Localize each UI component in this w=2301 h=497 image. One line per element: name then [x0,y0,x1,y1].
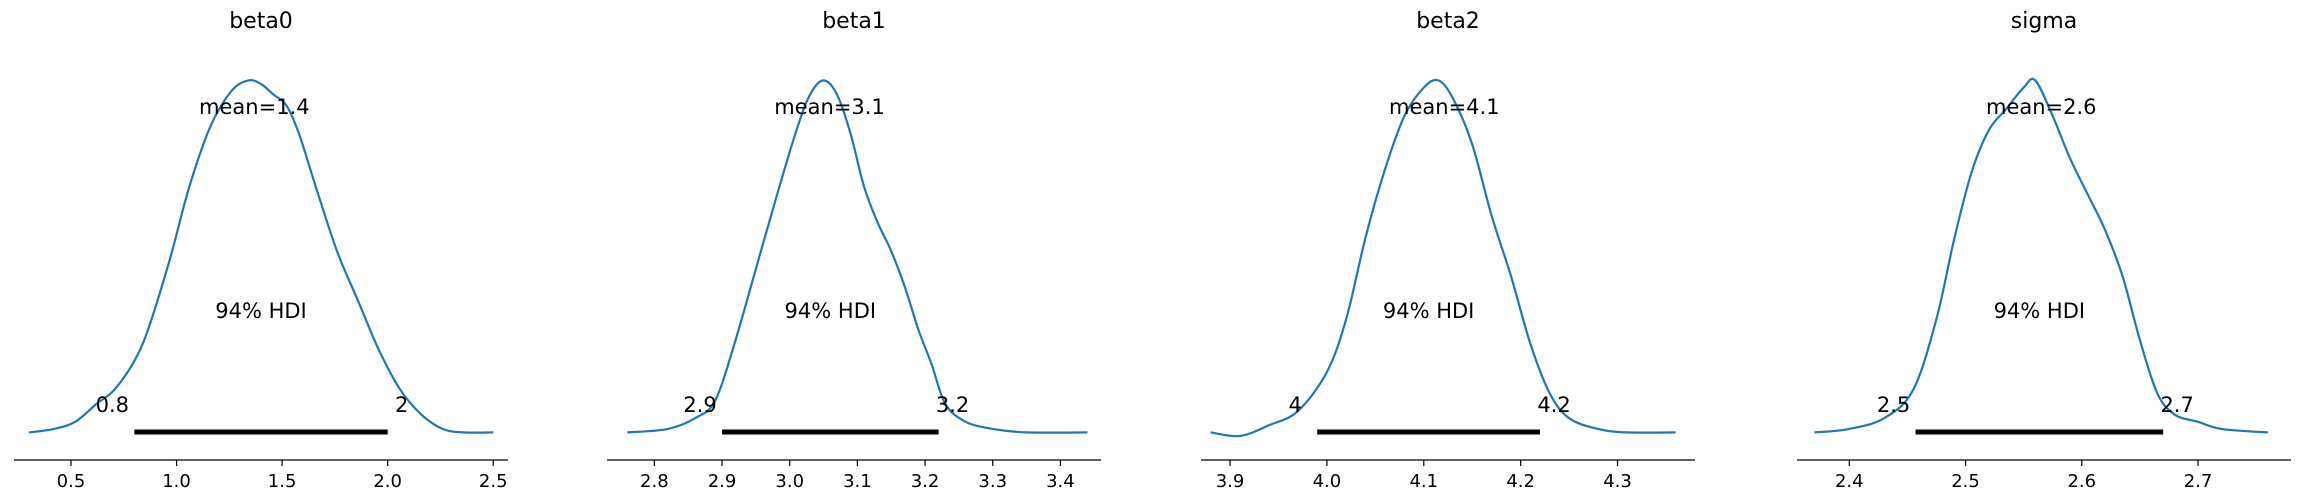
hdi-upper-label: 3.2 [936,393,969,417]
x-tick-label: 2.5 [1951,471,1980,492]
x-tick-label: 0.5 [57,471,86,492]
x-tick-label: 4.0 [1313,471,1342,492]
x-tick-label: 2.6 [2067,471,2096,492]
hdi-label: 94% HDI [785,299,877,323]
hdi-upper-label: 2 [395,393,408,417]
x-tick-label: 3.4 [1046,471,1075,492]
panel-beta2: beta2 mean=4.1 94% HDI 4 4.2 3.9 4.0 4.1 4.2 4.3 [1201,9,1695,492]
density-line [28,79,494,434]
hdi-lower-label: 2.9 [683,393,716,417]
mean-label: mean=2.6 [1986,95,2097,119]
x-tick-label: 3.9 [1216,471,1245,492]
x-tick-label: 1.5 [268,471,297,492]
density-line [1210,78,1676,438]
x-tick-label: 3.1 [843,471,872,492]
hdi-upper-label: 2.7 [2160,393,2193,417]
x-tick-label: 4.1 [1409,471,1438,492]
x-tick-label: 1.0 [162,471,191,492]
x-tick-label: 3.3 [978,471,1007,492]
x-tick-label: 2.4 [1835,471,1864,492]
x-tick-label: 2.9 [708,471,737,492]
panel-sigma: sigma mean=2.6 94% HDI 2.5 2.7 2.4 2.5 2.6 2.7 [1797,9,2291,492]
panel-beta1: beta1 mean=3.1 94% HDI 2.9 3.2 2.8 2.9 3.0 3.1 3.… [607,9,1101,492]
density-line [627,79,1088,434]
x-tick-label: 4.3 [1603,471,1632,492]
panel-beta0: beta0 mean=1.4 94% HDI 0.8 2 0.5 1.0 1.5 2.0 2.5 [14,9,508,492]
mean-label: mean=1.4 [199,95,310,119]
x-tick-label: 2.8 [640,471,669,492]
mean-label: mean=4.1 [1389,95,1500,119]
hdi-label: 94% HDI [215,299,307,323]
hdi-upper-label: 4.2 [1537,393,1570,417]
hdi-lower-label: 2.5 [1877,393,1910,417]
x-tick-label: 2.5 [479,471,508,492]
panel-title: beta1 [822,9,886,34]
panel-title: sigma [2011,9,2077,34]
mean-label: mean=3.1 [774,95,885,119]
x-tick-label: 3.0 [775,471,804,492]
panel-title: beta0 [229,9,293,34]
panel-title: beta2 [1416,9,1480,34]
hdi-label: 94% HDI [1994,299,2086,323]
x-tick-label: 4.2 [1506,471,1535,492]
hdi-lower-label: 0.8 [96,393,129,417]
x-tick-label: 3.2 [911,471,940,492]
x-tick-label: 2.7 [2184,471,2213,492]
x-tick-label: 2.0 [373,471,402,492]
hdi-label: 94% HDI [1383,299,1475,323]
density-line [1814,77,2268,434]
hdi-lower-label: 4 [1289,393,1302,417]
